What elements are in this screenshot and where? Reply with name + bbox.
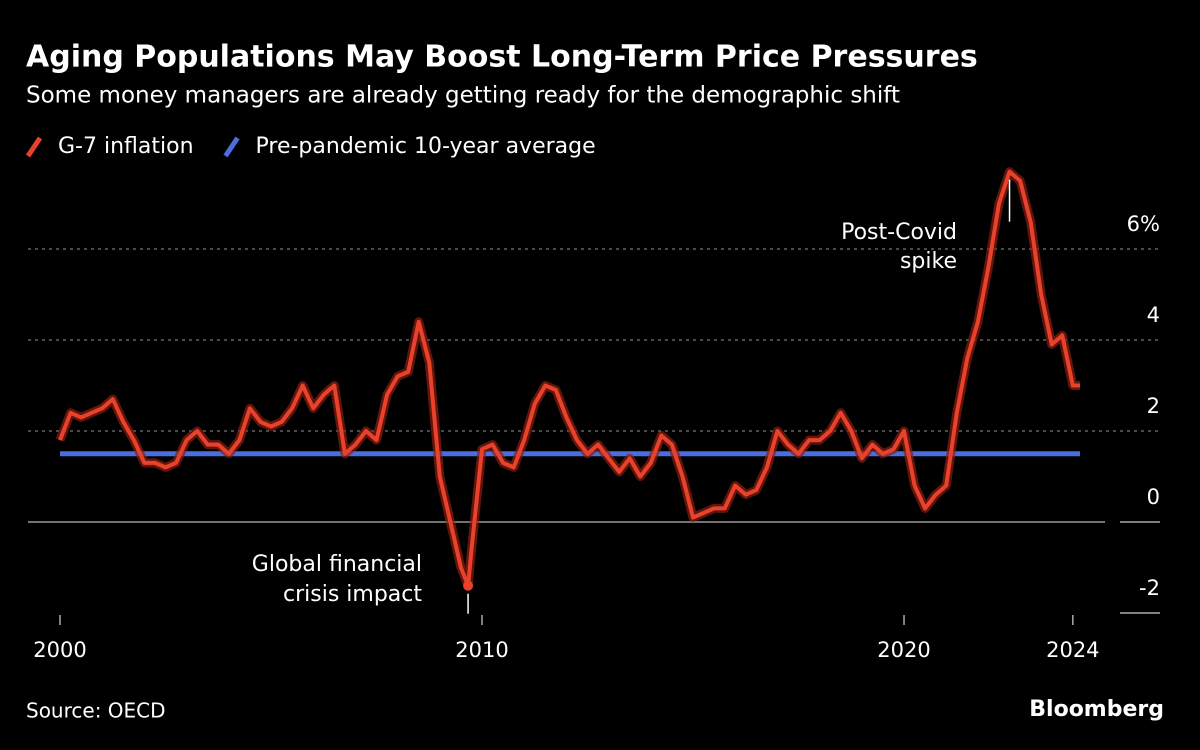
chart-title: Aging Populations May Boost Long-Term Pr…: [26, 40, 978, 75]
x-tick-label: 2024: [1046, 638, 1099, 662]
annotation-dot: [463, 580, 474, 591]
legend-swatch: [25, 136, 43, 158]
y-tick-label: 2: [1147, 394, 1160, 418]
y-tick-label: 4: [1147, 303, 1160, 327]
annotation-text: spike: [900, 249, 957, 274]
x-tick-label: 2000: [33, 638, 86, 662]
legend-label: G-7 inflation: [58, 134, 194, 159]
source: Source: OECD: [26, 699, 166, 723]
legend-swatch: [223, 136, 240, 158]
annotation-text: Post-Covid: [841, 220, 957, 245]
brand: Bloomberg: [1029, 697, 1164, 722]
annotation-text: crisis impact: [283, 582, 422, 607]
x-tick-label: 2020: [877, 638, 930, 662]
annotation-text: Global financial: [252, 552, 422, 577]
chart-subtitle: Some money managers are already getting …: [26, 83, 900, 109]
series-line: [58, 169, 1080, 588]
y-tick-label: 6%: [1127, 212, 1160, 236]
x-tick-label: 2010: [455, 638, 508, 662]
legend-label: Pre-pandemic 10-year average: [256, 134, 596, 159]
y-tick-label: -2: [1139, 576, 1160, 600]
y-tick-label: 0: [1147, 485, 1160, 509]
